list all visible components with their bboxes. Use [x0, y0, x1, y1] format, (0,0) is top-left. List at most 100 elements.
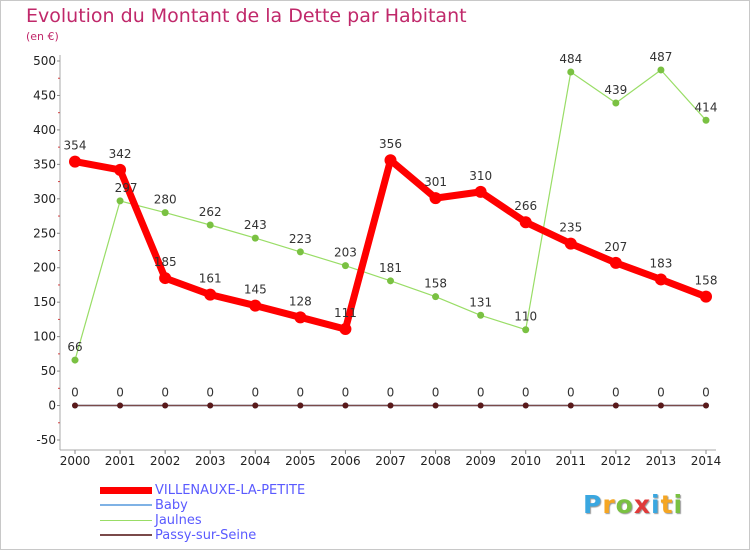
- point-villenauxe-la-petite: [384, 154, 397, 167]
- chart-title: Evolution du Montant de la Dette par Hab…: [26, 5, 467, 27]
- x-tick-label: 2009: [465, 454, 496, 468]
- data-label-baby: 0: [477, 386, 485, 400]
- x-tick-label: 2000: [60, 454, 91, 468]
- data-label-baby: 0: [432, 386, 440, 400]
- data-label-jaulnes: 439: [604, 83, 627, 97]
- legend-swatch: [100, 487, 152, 494]
- x-tick-label: 2005: [285, 454, 316, 468]
- y-tick-label: 150: [33, 295, 56, 309]
- data-label-baby: 0: [297, 386, 305, 400]
- data-label-baby: 0: [206, 386, 214, 400]
- y-tick-label: 100: [33, 330, 56, 344]
- y-tick-label: 0: [48, 399, 56, 413]
- data-label-jaulnes: 262: [199, 205, 222, 219]
- x-tick-label: 2011: [556, 454, 587, 468]
- logo-letter: r: [602, 490, 616, 519]
- legend-item: Baby: [100, 498, 400, 513]
- y-tick-label: 250: [33, 226, 56, 240]
- point-passy-sur-seine: [207, 402, 214, 409]
- logo-letter: x: [633, 490, 651, 519]
- chart-subtitle: (en €): [26, 30, 59, 43]
- data-label-jaulnes: 280: [154, 193, 177, 207]
- y-tick-label: 400: [33, 123, 56, 137]
- logo-letter: t: [660, 490, 674, 519]
- y-tick-label: 500: [33, 54, 56, 68]
- data-label-villenauxe: 266: [514, 199, 537, 213]
- point-passy-sur-seine: [342, 402, 349, 409]
- point-villenauxe-la-petite: [69, 155, 81, 168]
- legend-swatch: [100, 520, 152, 521]
- data-label-villenauxe: 158: [695, 274, 718, 288]
- logo-letter: P: [583, 490, 603, 519]
- point-passy-sur-seine: [703, 402, 709, 409]
- logo-letter: i: [651, 490, 661, 519]
- data-label-jaulnes: 487: [649, 50, 672, 64]
- data-label-villenauxe: 128: [289, 294, 312, 308]
- data-label-jaulnes: 158: [424, 277, 447, 291]
- line-chart: -50 0 50 100 150 200 250 300 350 400 450 500 2000 200…: [33, 50, 721, 468]
- data-label-villenauxe: 310: [469, 169, 492, 183]
- point-jaulnes: [657, 66, 665, 74]
- data-label-jaulnes: 484: [559, 52, 582, 66]
- x-tick-label: 2010: [510, 454, 541, 468]
- point-jaulnes: [251, 234, 259, 242]
- data-label-baby: 0: [387, 386, 395, 400]
- logo-letter: o: [615, 490, 634, 519]
- data-label-jaulnes: 203: [334, 246, 357, 260]
- x-tick-label: 2008: [420, 454, 451, 468]
- y-tick-label: 450: [33, 88, 56, 102]
- legend: VILLENAUXE-LA-PETITE Baby Jaulnes Passy-sur…: [100, 483, 400, 543]
- point-jaulnes: [612, 99, 620, 107]
- data-label-baby: 0: [251, 386, 259, 400]
- point-villenauxe-la-petite: [204, 288, 217, 301]
- x-tick-label: 2007: [375, 454, 406, 468]
- legend-item: Jaulnes: [100, 513, 400, 528]
- data-label-villenauxe: 207: [604, 240, 627, 254]
- point-passy-sur-seine: [72, 402, 78, 409]
- point-villenauxe-la-petite: [339, 323, 352, 336]
- point-passy-sur-seine: [387, 402, 394, 409]
- point-villenauxe-la-petite: [114, 163, 127, 176]
- data-label-jaulnes: 66: [67, 340, 82, 354]
- point-jaulnes: [432, 293, 440, 301]
- point-villenauxe-la-petite: [429, 192, 442, 205]
- x-tick-label: 2006: [330, 454, 361, 468]
- point-villenauxe-la-petite: [700, 290, 712, 303]
- point-jaulnes: [161, 209, 169, 217]
- point-passy-sur-seine: [522, 402, 529, 409]
- point-villenauxe-la-petite: [654, 273, 667, 286]
- point-villenauxe-la-petite: [564, 237, 577, 250]
- x-tick-label: 2004: [240, 454, 271, 468]
- data-label-villenauxe: 111: [334, 306, 357, 320]
- x-tick-label: 2002: [150, 454, 181, 468]
- legend-item: VILLENAUXE-LA-PETITE: [100, 483, 400, 498]
- point-jaulnes: [71, 356, 79, 364]
- point-passy-sur-seine: [297, 402, 304, 409]
- data-label-villenauxe: 301: [424, 175, 447, 189]
- point-jaulnes: [387, 277, 394, 285]
- point-villenauxe-la-petite: [609, 256, 622, 269]
- point-jaulnes: [522, 326, 530, 334]
- data-label-jaulnes: 243: [244, 218, 267, 232]
- point-passy-sur-seine: [252, 402, 259, 409]
- data-label-baby: 0: [657, 386, 665, 400]
- point-passy-sur-seine: [117, 402, 124, 409]
- data-label-jaulnes: 110: [514, 310, 537, 324]
- data-label-baby: 0: [567, 386, 575, 400]
- data-label-villenauxe: 183: [649, 256, 672, 270]
- y-tick-label: -50: [36, 433, 56, 447]
- point-passy-sur-seine: [477, 402, 484, 409]
- data-label-villenauxe: 145: [244, 283, 267, 297]
- legend-label: VILLENAUXE-LA-PETITE: [155, 483, 306, 498]
- legend-swatch: [100, 504, 152, 506]
- point-jaulnes: [341, 262, 349, 270]
- point-jaulnes: [116, 197, 124, 205]
- point-villenauxe-la-petite: [519, 216, 532, 229]
- data-label-baby: 0: [161, 386, 169, 400]
- data-label-baby: 0: [116, 386, 124, 400]
- data-label-baby: 0: [342, 386, 350, 400]
- point-passy-sur-seine: [567, 402, 574, 409]
- point-jaulnes: [296, 248, 304, 256]
- data-label-jaulnes: 223: [289, 232, 312, 246]
- legend-label: Jaulnes: [155, 513, 202, 528]
